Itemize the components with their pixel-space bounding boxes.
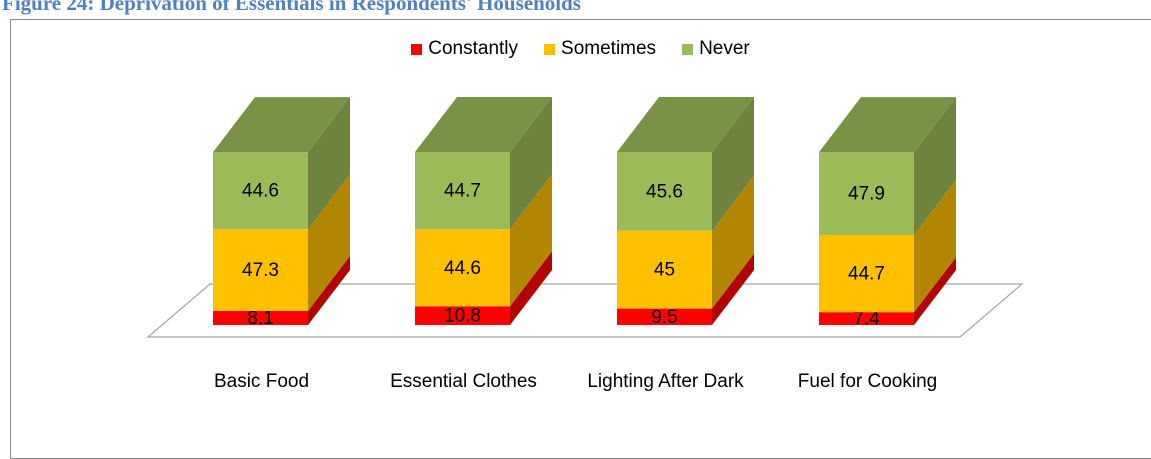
bar-front <box>213 152 308 230</box>
bar-front <box>819 312 914 325</box>
bar-side <box>510 251 552 325</box>
value-label: 8.1 <box>247 308 273 329</box>
bar-side <box>914 179 956 313</box>
legend-swatch <box>411 43 423 55</box>
value-label: 44.7 <box>444 181 481 202</box>
value-label: 47.9 <box>848 184 885 205</box>
bar-front <box>819 152 914 235</box>
bar-front <box>617 230 712 309</box>
value-label: 9.5 <box>651 307 677 328</box>
bar-top <box>213 97 350 153</box>
legend: Constantly Sometimes Never <box>0 38 1151 60</box>
bar-top <box>819 97 956 153</box>
x-tick-label: Fuel for Cooking <box>797 371 938 392</box>
legend-swatch <box>682 43 694 55</box>
legend-swatch <box>544 43 556 55</box>
legend-label: Never <box>699 38 750 59</box>
bar-side <box>712 97 754 231</box>
bar-side <box>510 174 552 307</box>
value-label: 45.6 <box>646 181 683 202</box>
bar-side <box>308 97 350 230</box>
legend-label: Sometimes <box>561 38 657 59</box>
value-label: 44.6 <box>242 181 279 202</box>
value-label: 7.4 <box>853 309 880 330</box>
x-tick-label: Basic Food <box>213 371 310 392</box>
bar-front <box>415 229 510 307</box>
legend-label: Constantly <box>428 38 519 59</box>
bar-front <box>617 152 712 231</box>
bar-side <box>308 174 350 312</box>
bar-side <box>308 256 350 325</box>
value-label: 44.6 <box>444 258 481 279</box>
bar-top <box>415 97 552 152</box>
legend-entry: Sometimes <box>544 38 656 60</box>
value-label: 44.7 <box>848 264 885 285</box>
bar-side <box>914 97 956 235</box>
value-label: 10.8 <box>444 306 481 327</box>
bar-front <box>819 234 914 313</box>
chart-title: Figure 24: Deprivation of Essentials in … <box>2 0 581 15</box>
legend-entry: Constantly <box>411 38 518 60</box>
floor <box>146 283 1024 338</box>
bar-side <box>712 175 754 309</box>
x-tick-label: Essential Clothes <box>390 371 537 392</box>
bar-front <box>213 311 308 325</box>
bar-front <box>415 152 510 230</box>
bar-top <box>617 97 754 152</box>
value-label: 47.3 <box>242 260 279 281</box>
legend-entry: Never <box>682 38 750 60</box>
bar-side <box>914 257 956 325</box>
bar-side <box>510 97 552 230</box>
value-label: 45 <box>654 260 675 281</box>
bar-front <box>617 308 712 325</box>
bar-front <box>213 229 308 312</box>
bar-side <box>712 253 754 325</box>
x-tick-label: Lighting After Dark <box>587 371 744 392</box>
bar-front <box>415 306 510 325</box>
